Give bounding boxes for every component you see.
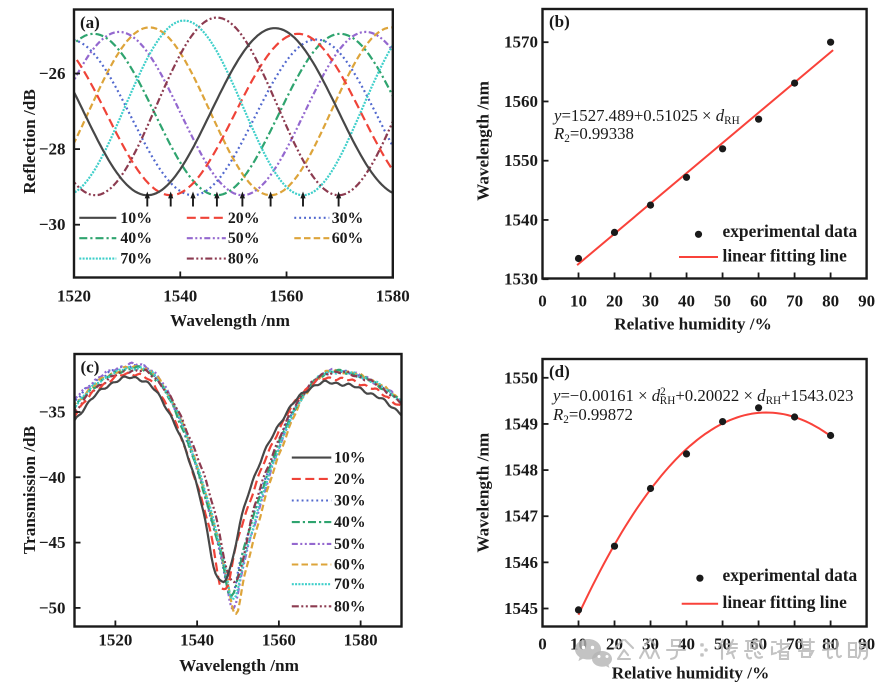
svg-text:1547: 1547 bbox=[504, 507, 539, 526]
svg-text:40%: 40% bbox=[334, 514, 366, 531]
svg-text:40%: 40% bbox=[120, 230, 152, 247]
svg-text:1540: 1540 bbox=[504, 210, 538, 229]
svg-text:70%: 70% bbox=[120, 251, 152, 268]
svg-text:90: 90 bbox=[858, 292, 875, 311]
svg-text:1548: 1548 bbox=[504, 461, 538, 480]
svg-text:1520: 1520 bbox=[98, 631, 132, 650]
svg-text:linear fitting line: linear fitting line bbox=[723, 246, 848, 266]
svg-text:Relative humidity /%: Relative humidity /% bbox=[614, 315, 772, 334]
svg-text:linear fitting line: linear fitting line bbox=[723, 592, 848, 612]
svg-text:−26: −26 bbox=[39, 64, 66, 83]
svg-text:−50: −50 bbox=[39, 598, 66, 617]
svg-text:1560: 1560 bbox=[270, 287, 304, 306]
svg-text:Reflection /dB: Reflection /dB bbox=[20, 89, 39, 194]
svg-text:30: 30 bbox=[642, 292, 659, 311]
svg-text:70%: 70% bbox=[334, 576, 366, 593]
svg-text:Relative humidity /%: Relative humidity /% bbox=[612, 664, 770, 683]
svg-text:−40: −40 bbox=[39, 468, 66, 487]
svg-text:1549: 1549 bbox=[504, 414, 538, 433]
svg-text:40: 40 bbox=[678, 635, 695, 654]
svg-text:Wavelength /nm: Wavelength /nm bbox=[179, 656, 300, 675]
svg-text:1550: 1550 bbox=[504, 151, 538, 170]
svg-text:20%: 20% bbox=[334, 471, 366, 488]
svg-text:1540: 1540 bbox=[163, 287, 197, 306]
svg-text:20: 20 bbox=[606, 635, 623, 654]
svg-text:−30: −30 bbox=[39, 215, 66, 234]
svg-text:30%: 30% bbox=[332, 210, 364, 227]
svg-text:20%: 20% bbox=[228, 210, 260, 227]
svg-text:60%: 60% bbox=[332, 230, 364, 247]
svg-text:(d): (d) bbox=[549, 362, 570, 381]
svg-text:50%: 50% bbox=[228, 230, 260, 247]
svg-text:1570: 1570 bbox=[504, 33, 538, 52]
svg-text:80: 80 bbox=[822, 292, 839, 311]
svg-text:1550: 1550 bbox=[504, 368, 538, 387]
svg-text:experimental data: experimental data bbox=[723, 221, 858, 241]
svg-text:50%: 50% bbox=[334, 536, 366, 553]
svg-text:(a): (a) bbox=[80, 13, 100, 32]
svg-text:70: 70 bbox=[786, 292, 803, 311]
svg-text:40: 40 bbox=[678, 292, 695, 311]
svg-text:−35: −35 bbox=[39, 403, 66, 422]
svg-text:1520: 1520 bbox=[57, 287, 91, 306]
svg-text:80%: 80% bbox=[334, 598, 366, 615]
svg-text:Wavelength /nm: Wavelength /nm bbox=[474, 80, 493, 201]
svg-text:−45: −45 bbox=[39, 533, 66, 552]
svg-text:1580: 1580 bbox=[376, 287, 410, 306]
svg-text:Wavelength /nm: Wavelength /nm bbox=[474, 432, 493, 553]
svg-text:30%: 30% bbox=[334, 493, 366, 510]
svg-text:experimental data: experimental data bbox=[723, 565, 858, 585]
svg-text:10%: 10% bbox=[334, 450, 366, 467]
svg-text:1580: 1580 bbox=[344, 631, 378, 650]
svg-text:Wavelength /nm: Wavelength /nm bbox=[170, 311, 291, 330]
svg-text:1560: 1560 bbox=[262, 631, 296, 650]
svg-text:−28: −28 bbox=[39, 140, 66, 159]
svg-text:50: 50 bbox=[714, 292, 731, 311]
svg-text:10%: 10% bbox=[120, 210, 152, 227]
svg-text:1545: 1545 bbox=[504, 599, 538, 618]
svg-text:60%: 60% bbox=[334, 557, 366, 574]
svg-text:70: 70 bbox=[786, 635, 803, 654]
svg-text:R2=0.99872: R2=0.99872 bbox=[552, 405, 633, 426]
svg-text:Transmission /dB: Transmission /dB bbox=[20, 426, 39, 554]
svg-text:20: 20 bbox=[606, 292, 623, 311]
svg-text:1560: 1560 bbox=[504, 92, 538, 111]
svg-text:1540: 1540 bbox=[180, 631, 214, 650]
svg-text:R2=0.99338: R2=0.99338 bbox=[553, 124, 634, 145]
svg-text:0: 0 bbox=[538, 635, 547, 654]
svg-text:80%: 80% bbox=[228, 251, 260, 268]
svg-text:1546: 1546 bbox=[504, 553, 538, 572]
svg-text:60: 60 bbox=[750, 292, 767, 311]
svg-text:(b): (b) bbox=[549, 12, 570, 31]
svg-text:y=1527.489+0.51025 × dRH: y=1527.489+0.51025 × dRH bbox=[552, 106, 740, 127]
svg-text:1530: 1530 bbox=[504, 270, 538, 289]
svg-text:(c): (c) bbox=[81, 358, 100, 377]
svg-text:0: 0 bbox=[538, 292, 547, 311]
svg-text:10: 10 bbox=[570, 292, 587, 311]
